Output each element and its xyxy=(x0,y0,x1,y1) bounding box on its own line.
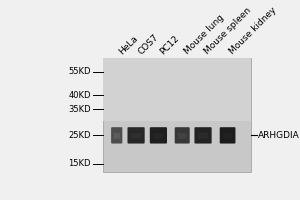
Text: 55KD: 55KD xyxy=(68,67,91,76)
FancyBboxPatch shape xyxy=(150,127,167,144)
FancyBboxPatch shape xyxy=(178,133,187,139)
Text: 15KD: 15KD xyxy=(68,159,91,168)
FancyBboxPatch shape xyxy=(128,127,145,144)
FancyBboxPatch shape xyxy=(154,133,163,139)
Text: COS7: COS7 xyxy=(136,32,160,56)
FancyBboxPatch shape xyxy=(111,127,122,144)
Text: Mouse kidney: Mouse kidney xyxy=(228,6,278,56)
FancyBboxPatch shape xyxy=(103,58,251,172)
FancyBboxPatch shape xyxy=(220,127,236,144)
FancyBboxPatch shape xyxy=(194,127,212,144)
FancyBboxPatch shape xyxy=(175,127,190,144)
FancyBboxPatch shape xyxy=(198,133,208,139)
FancyBboxPatch shape xyxy=(131,133,141,139)
Text: Mouse spleen: Mouse spleen xyxy=(203,6,253,56)
FancyBboxPatch shape xyxy=(114,133,120,139)
FancyBboxPatch shape xyxy=(103,58,251,121)
Text: 25KD: 25KD xyxy=(68,131,91,140)
Text: PC12: PC12 xyxy=(158,34,181,56)
Text: HeLa: HeLa xyxy=(117,34,139,56)
FancyBboxPatch shape xyxy=(223,133,232,139)
Text: 40KD: 40KD xyxy=(68,91,91,100)
Text: 35KD: 35KD xyxy=(68,105,91,114)
Text: Mouse lung: Mouse lung xyxy=(182,13,225,56)
Text: ARHGDIA: ARHGDIA xyxy=(258,131,300,140)
